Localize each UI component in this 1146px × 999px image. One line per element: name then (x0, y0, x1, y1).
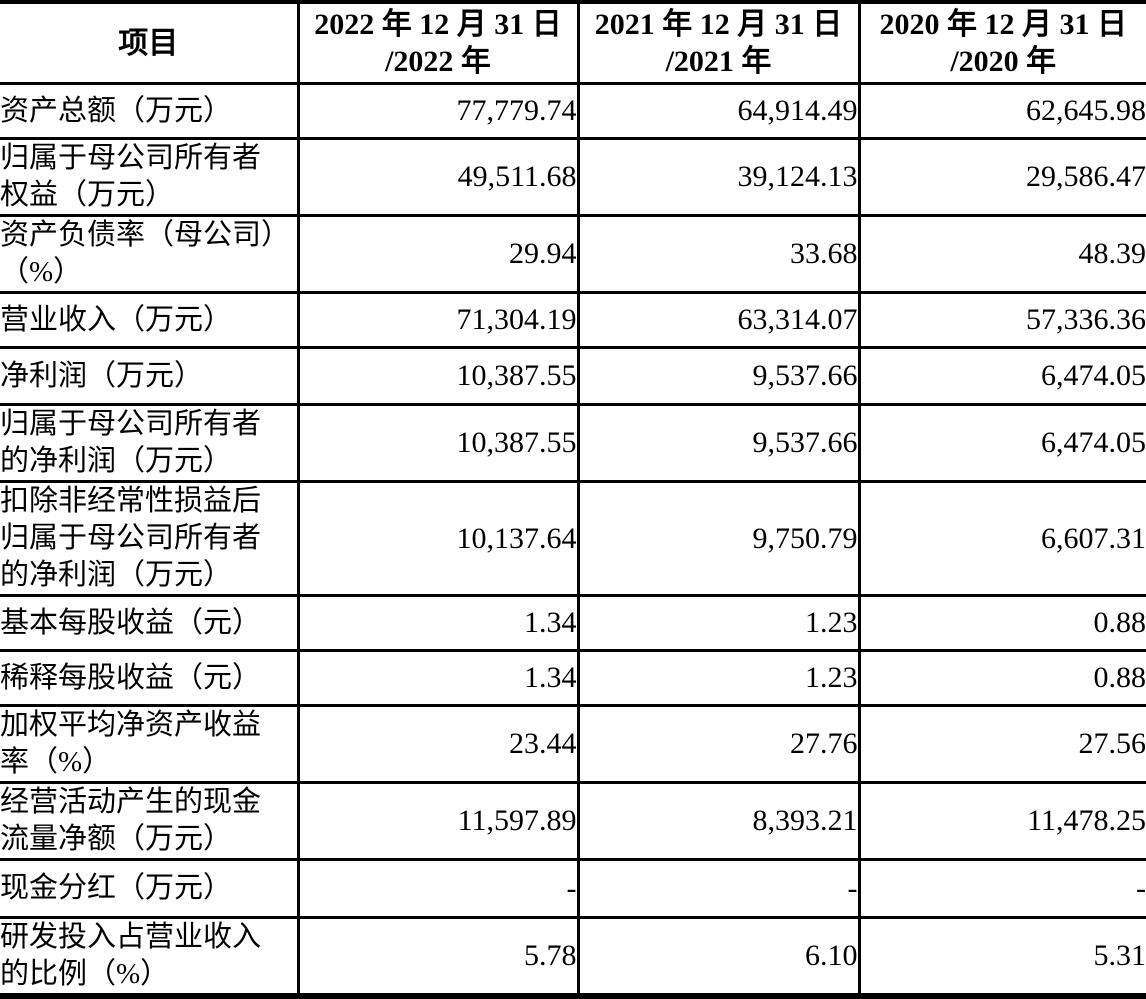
cell-value: 5.31 (857, 917, 1146, 998)
table-row-deducted-net-profit: 扣除非经常性损益后 归属于母公司所有者 的净利润（万元） 10,137.64 9… (0, 481, 1146, 597)
header-row: 项目 2022 年 12 月 31 日 /2022 年 2021 年 12 月 … (0, 2, 1146, 85)
cell-value: 48.39 (857, 215, 1146, 294)
cell-value: 1.34 (296, 595, 578, 652)
table-row-parent-equity: 归属于母公司所有者 权益（万元） 49,511.68 39,124.13 29,… (0, 138, 1146, 217)
cell-value: 77,779.74 (296, 83, 578, 140)
cell-value: 29.94 (296, 215, 578, 294)
cell-value: 6,474.05 (857, 347, 1146, 406)
table-row-basic-eps: 基本每股收益（元） 1.34 1.23 0.88 (0, 595, 1146, 652)
table-row-debt-ratio: 资产负债率（母公司） （%） 29.94 33.68 48.39 (0, 215, 1146, 294)
cell-value: 71,304.19 (296, 292, 578, 349)
cell-value: - (857, 859, 1146, 919)
header-cell-item: 项目 (0, 2, 298, 85)
header-cell-period-2021: 2021 年 12 月 31 日 /2021 年 (576, 2, 859, 85)
row-label: 研发投入占营业收入 的比例（%） (0, 917, 298, 998)
table-row-rd-ratio: 研发投入占营业收入 的比例（%） 5.78 6.10 5.31 (0, 917, 1146, 998)
cell-value: 6,474.05 (857, 404, 1146, 483)
cell-value: - (576, 859, 859, 919)
row-label: 资产负债率（母公司） （%） (0, 215, 298, 294)
cell-value: 9,750.79 (576, 481, 859, 597)
cell-value: 9,537.66 (576, 404, 859, 483)
header-cell-period-2022: 2022 年 12 月 31 日 /2022 年 (296, 2, 578, 85)
row-label: 经营活动产生的现金 流量净额（万元） (0, 782, 298, 861)
cell-value: 64,914.49 (576, 83, 859, 140)
cell-value: 29,586.47 (857, 138, 1146, 217)
table-row-total-assets: 资产总额（万元） 77,779.74 64,914.49 62,645.98 (0, 83, 1146, 140)
cell-value: 8,393.21 (576, 782, 859, 861)
table-row-parent-net-profit: 归属于母公司所有者 的净利润（万元） 10,387.55 9,537.66 6,… (0, 404, 1146, 483)
row-label: 扣除非经常性损益后 归属于母公司所有者 的净利润（万元） (0, 481, 298, 597)
cell-value: 6,607.31 (857, 481, 1146, 597)
cell-value: 39,124.13 (576, 138, 859, 217)
cell-value: 62,645.98 (857, 83, 1146, 140)
row-label: 加权平均净资产收益 率（%） (0, 705, 298, 784)
cell-value: 0.88 (857, 595, 1146, 652)
header-cell-period-2020: 2020 年 12 月 31 日 /2020 年 (857, 2, 1146, 85)
row-label: 资产总额（万元） (0, 83, 298, 140)
cell-value: 49,511.68 (296, 138, 578, 217)
cell-value: - (296, 859, 578, 919)
cell-value: 33.68 (576, 215, 859, 294)
cell-value: 57,336.36 (857, 292, 1146, 349)
row-label: 基本每股收益（元） (0, 595, 298, 652)
cell-value: 5.78 (296, 917, 578, 998)
cell-value: 27.76 (576, 705, 859, 784)
row-label: 归属于母公司所有者 的净利润（万元） (0, 404, 298, 483)
cell-value: 1.23 (576, 595, 859, 652)
cell-value: 10,387.55 (296, 347, 578, 406)
table-row-diluted-eps: 稀释每股收益（元） 1.34 1.23 0.88 (0, 650, 1146, 707)
cell-value: 1.23 (576, 650, 859, 707)
cell-value: 11,597.89 (296, 782, 578, 861)
table-row-cash-dividend: 现金分红（万元） - - - (0, 859, 1146, 919)
row-label: 现金分红（万元） (0, 859, 298, 919)
cell-value: 11,478.25 (857, 782, 1146, 861)
cell-value: 6.10 (576, 917, 859, 998)
cell-value: 63,314.07 (576, 292, 859, 349)
cell-value: 10,387.55 (296, 404, 578, 483)
row-label: 稀释每股收益（元） (0, 650, 298, 707)
table-row-operating-cash-flow: 经营活动产生的现金 流量净额（万元） 11,597.89 8,393.21 11… (0, 782, 1146, 861)
cell-value: 23.44 (296, 705, 578, 784)
cell-value: 1.34 (296, 650, 578, 707)
cell-value: 9,537.66 (576, 347, 859, 406)
table-row-net-profit: 净利润（万元） 10,387.55 9,537.66 6,474.05 (0, 347, 1146, 406)
table-row-weighted-roe: 加权平均净资产收益 率（%） 23.44 27.76 27.56 (0, 705, 1146, 784)
row-label: 归属于母公司所有者 权益（万元） (0, 138, 298, 217)
row-label: 净利润（万元） (0, 347, 298, 406)
cell-value: 0.88 (857, 650, 1146, 707)
cell-value: 27.56 (857, 705, 1146, 784)
row-label: 营业收入（万元） (0, 292, 298, 349)
cell-value: 10,137.64 (296, 481, 578, 597)
table-row-revenue: 营业收入（万元） 71,304.19 63,314.07 57,336.36 (0, 292, 1146, 349)
